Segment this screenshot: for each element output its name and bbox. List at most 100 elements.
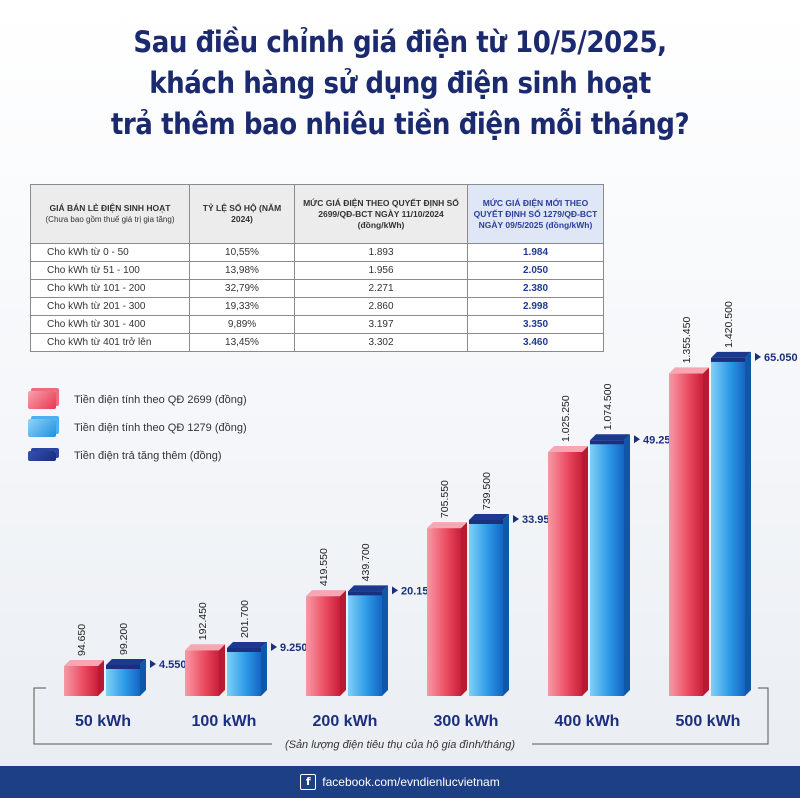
title-line-2: khách hàng sử dụng điện sinh hoạt xyxy=(149,66,651,100)
bar-new-side xyxy=(745,351,751,696)
bar-new-top xyxy=(227,641,267,648)
increase-arrow xyxy=(513,514,519,523)
bar-new-side xyxy=(261,641,267,696)
cell-new-price: 1.984 xyxy=(467,243,604,262)
bar-old-side xyxy=(582,445,588,696)
value-label-old: 1.025.250 xyxy=(560,395,572,442)
category-label: 300 kWh xyxy=(434,713,499,730)
legend-label-new: Tiền điện tính theo QĐ 1279 (đồng) xyxy=(74,422,247,434)
bar-new-side xyxy=(140,659,146,696)
value-label-increase: 65.050 xyxy=(764,352,798,364)
header-share: TỶ LỆ SỐ HỘ (NĂM 2024) xyxy=(189,184,295,244)
bar-old xyxy=(669,373,703,696)
cell-share: 10,55% xyxy=(189,243,295,262)
value-label-increase: 33.950 xyxy=(522,514,556,526)
bar-old xyxy=(427,528,461,696)
bar-new xyxy=(227,647,261,696)
bar-old xyxy=(548,451,582,696)
bar-new xyxy=(106,665,140,696)
bar-old-top xyxy=(548,445,588,452)
value-label-increase: 9.250 xyxy=(280,642,308,654)
cell-old-price: 1.893 xyxy=(294,243,468,262)
bar-new xyxy=(590,440,624,696)
table-row: Cho kWh từ 0 - 50 10,55% 1.893 1.984 xyxy=(30,243,604,262)
bar-new xyxy=(348,591,382,696)
table-row: Cho kWh từ 51 - 100 13,98% 1.956 2.050 xyxy=(30,261,604,280)
bar-new-top xyxy=(469,513,509,520)
bar-old-side xyxy=(340,590,346,696)
legend-item-new: Tiền điện tính theo QĐ 1279 (đồng) xyxy=(28,414,247,442)
increase-arrow xyxy=(150,660,156,668)
bar-old-side xyxy=(98,660,104,696)
bar-increase xyxy=(711,357,745,362)
bar-new-top xyxy=(590,434,630,441)
value-label-old: 705.550 xyxy=(439,480,451,518)
bar-old-side xyxy=(703,367,709,696)
value-label-new: 439.700 xyxy=(360,543,372,581)
table-row: Cho kWh từ 301 - 400 9,89% 3.197 3.350 xyxy=(30,315,604,334)
price-table-header: GIÁ BÁN LẺ ĐIỆN SINH HOẠT (Chưa bao gồm … xyxy=(30,184,604,244)
value-label-increase: 20.150 xyxy=(401,585,435,597)
bar-new-side xyxy=(503,513,509,696)
facebook-icon: f xyxy=(300,774,317,790)
value-label-old: 94.650 xyxy=(76,624,88,656)
cell-tier: Cho kWh từ 0 - 50 xyxy=(30,243,190,262)
increase-arrow xyxy=(271,642,277,651)
footer: f facebook.com/evndienlucvietnam xyxy=(0,766,800,798)
title-line-1: Sau điều chỉnh giá điện từ 10/5/2025, xyxy=(133,25,667,59)
value-label-new: 99.200 xyxy=(118,623,130,655)
category-label: 400 kWh xyxy=(555,713,620,730)
category-label: 50 kWh xyxy=(75,713,131,730)
bar-new xyxy=(469,519,503,696)
legend-label-increase: Tiền điện trả tăng thêm (đồng) xyxy=(74,450,222,462)
cell-old-price: 2.271 xyxy=(294,279,468,298)
bar-new-side xyxy=(624,434,630,696)
value-label-old: 419.550 xyxy=(318,548,330,586)
cell-new-price: 3.350 xyxy=(467,315,604,334)
cell-share: 19,33% xyxy=(189,297,295,316)
bar-old-top xyxy=(64,660,104,666)
increase-arrow xyxy=(634,435,640,444)
footer-link[interactable]: facebook.com/evndienlucvietnam xyxy=(322,775,500,789)
cell-share: 13,98% xyxy=(189,261,295,280)
page-title: Sau điều chỉnh giá điện từ 10/5/2025, kh… xyxy=(40,22,760,145)
bar-old-side xyxy=(461,522,467,696)
value-label-old: 192.450 xyxy=(197,602,209,640)
cell-share: 32,79% xyxy=(189,279,295,298)
cell-new-price: 3.460 xyxy=(467,333,604,352)
legend-swatch-new xyxy=(28,419,56,437)
x-axis-title: (Sản lượng điện tiêu thụ của hộ gia đình… xyxy=(285,739,515,751)
bar-new-top xyxy=(106,659,146,665)
bar-increase xyxy=(348,591,382,596)
cell-tier: Cho kWh từ 401 trở lên xyxy=(30,333,190,352)
price-table: GIÁ BÁN LẺ ĐIỆN SINH HOẠT (Chưa bao gồm … xyxy=(30,184,604,352)
legend-item-old: Tiền điện tính theo QĐ 2699 (đồng) xyxy=(28,386,247,414)
value-label-new: 1.420.500 xyxy=(723,301,735,348)
cell-share: 13,45% xyxy=(189,333,295,352)
category-label: 500 kWh xyxy=(676,713,741,730)
increase-arrow xyxy=(755,352,761,361)
value-label-new: 739.500 xyxy=(481,472,493,510)
header-tier-label: GIÁ BÁN LẺ ĐIỆN SINH HOẠT xyxy=(49,203,171,213)
legend-swatch-old xyxy=(28,391,56,409)
value-label-new: 201.700 xyxy=(239,600,251,638)
x-bracket-right xyxy=(532,687,769,745)
bar-increase xyxy=(106,665,140,669)
cell-tier: Cho kWh từ 301 - 400 xyxy=(30,315,190,334)
bar-old-side xyxy=(219,644,225,696)
value-label-old: 1.355.450 xyxy=(681,317,693,364)
table-row: Cho kWh từ 101 - 200 32,79% 2.271 2.380 xyxy=(30,279,604,298)
cell-old-price: 2.860 xyxy=(294,297,468,316)
bar-old-top xyxy=(669,367,709,374)
bar-increase xyxy=(227,647,261,652)
category-label: 100 kWh xyxy=(192,713,257,730)
value-label-increase: 49.250 xyxy=(643,434,677,446)
bar-old xyxy=(185,650,219,696)
value-label-new: 1.074.500 xyxy=(602,383,614,430)
value-label-increase: 4.550 xyxy=(159,659,187,671)
header-tier-note: (Chưa bao gồm thuế giá trị gia tăng) xyxy=(45,215,175,224)
bar-old xyxy=(306,596,340,696)
bar-old-top xyxy=(185,644,225,651)
bar-old-top xyxy=(306,590,346,597)
bar-new-top xyxy=(348,585,388,592)
